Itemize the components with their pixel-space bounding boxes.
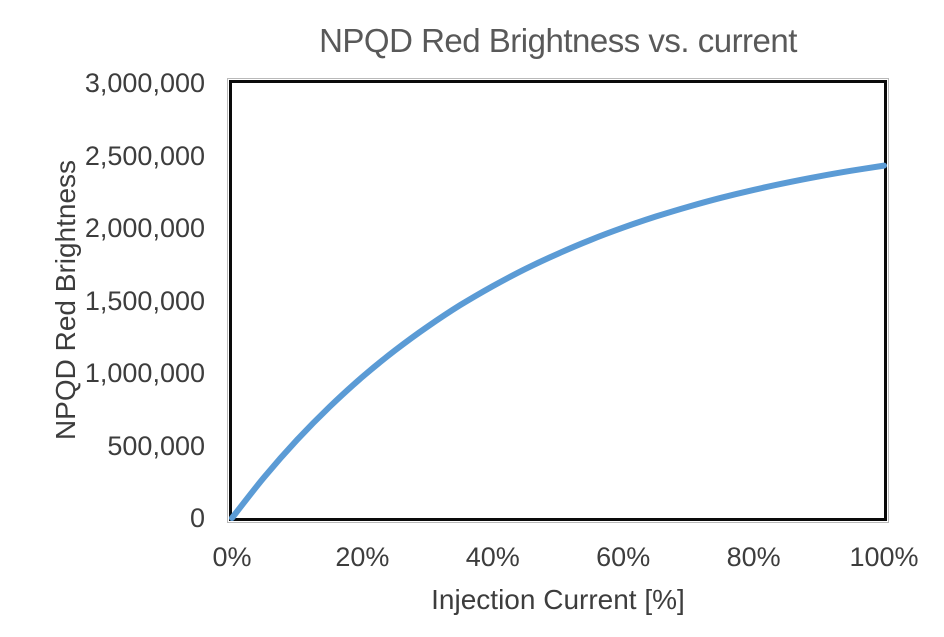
y-tick-label: 2,500,000 bbox=[84, 140, 205, 171]
plot-area bbox=[227, 78, 889, 523]
y-tick-label: 1,000,000 bbox=[84, 358, 205, 388]
y-tick-label: 3,000,000 bbox=[84, 68, 205, 98]
x-tick-label: 20% bbox=[335, 542, 390, 572]
x-axis-title: Injection Current [%] bbox=[431, 584, 685, 615]
y-tick-label: 0 bbox=[189, 503, 205, 533]
x-tick-label: 0% bbox=[212, 542, 252, 572]
y-tick-label: 500,000 bbox=[107, 430, 205, 461]
x-tick-label: 60% bbox=[596, 542, 651, 572]
y-tick-label: 1,500,000 bbox=[84, 285, 205, 316]
y-tick-label: 2,000,000 bbox=[84, 213, 205, 243]
brightness-curve bbox=[229, 162, 887, 521]
chart-title: NPQD Red Brightness vs. current bbox=[319, 22, 797, 59]
x-tick-label: 100% bbox=[849, 542, 919, 572]
x-tick-label: 80% bbox=[726, 542, 781, 572]
x-tick-label: 40% bbox=[465, 542, 520, 572]
series-line-svg bbox=[229, 162, 887, 521]
